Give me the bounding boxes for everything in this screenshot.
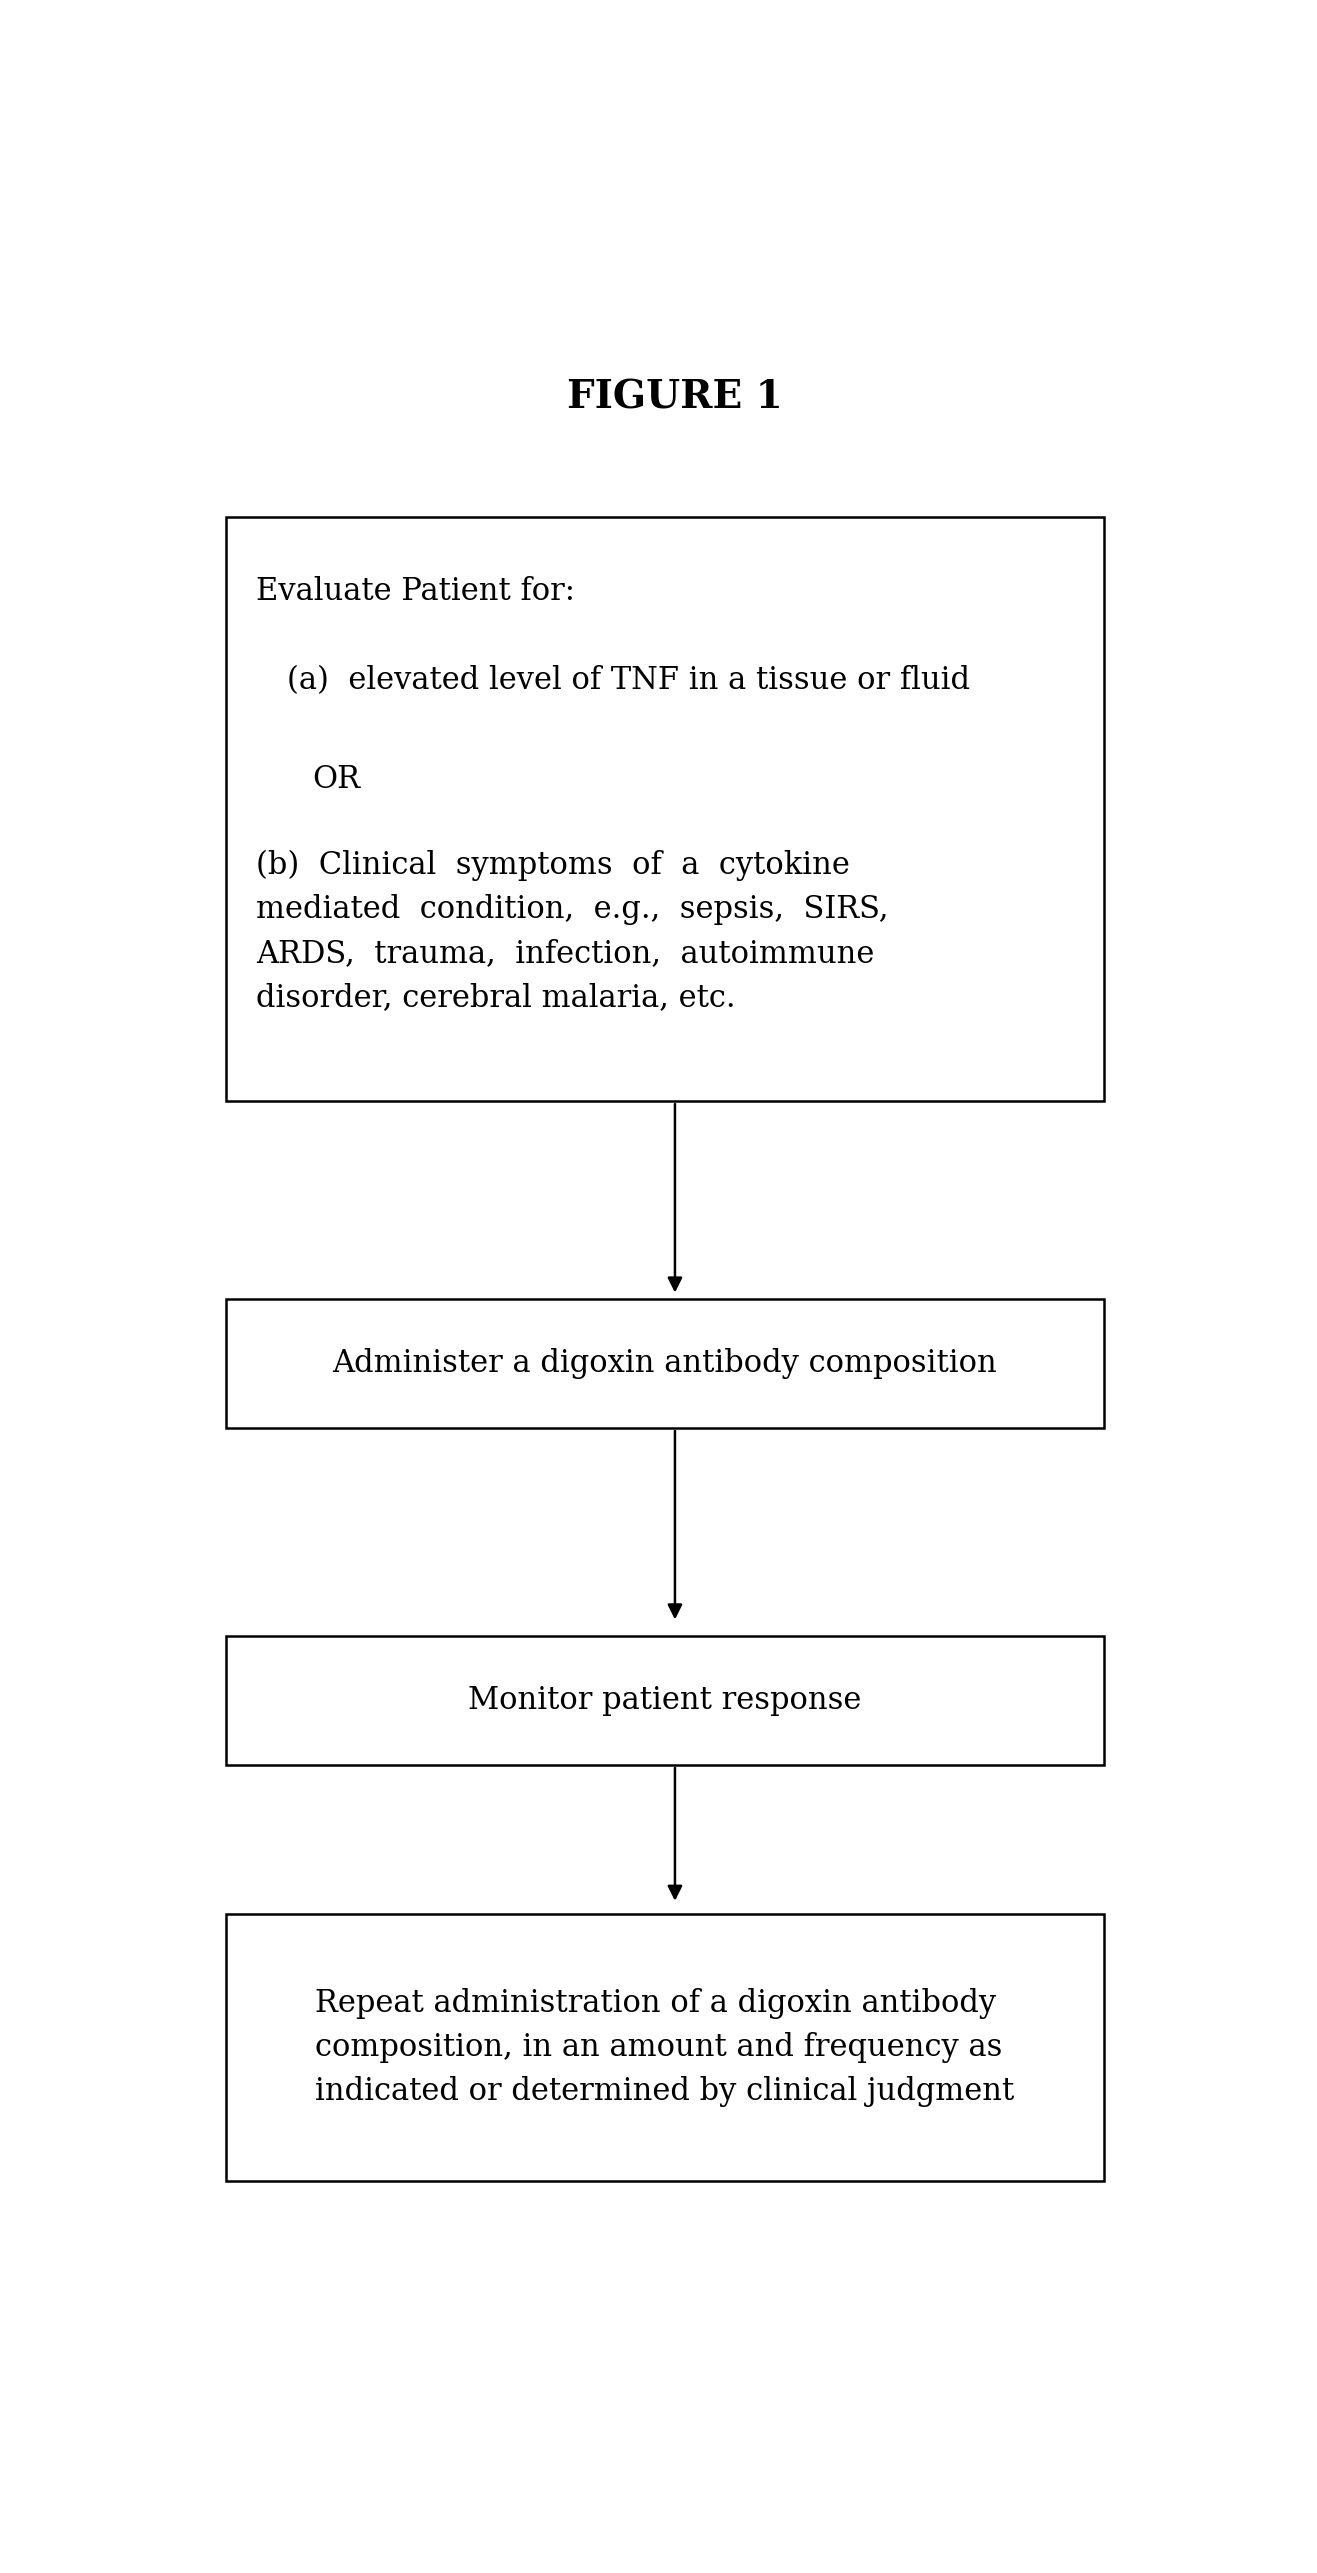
Text: Repeat administration of a digoxin antibody
composition, in an amount and freque: Repeat administration of a digoxin antib… [315,1986,1014,2107]
FancyBboxPatch shape [227,1914,1104,2182]
Text: FIGURE 1: FIGURE 1 [568,378,782,417]
Text: (a)  elevated level of TNF in a tissue or fluid: (a) elevated level of TNF in a tissue or… [287,666,971,697]
Text: OR: OR [312,764,361,795]
FancyBboxPatch shape [227,517,1104,1101]
Text: Evaluate Patient for:: Evaluate Patient for: [257,576,576,607]
Text: Administer a digoxin antibody composition: Administer a digoxin antibody compositio… [332,1348,997,1379]
FancyBboxPatch shape [227,1299,1104,1428]
FancyBboxPatch shape [227,1636,1104,1765]
Text: Monitor patient response: Monitor patient response [468,1685,861,1716]
Text: (b)  Clinical  symptoms  of  a  cytokine
mediated  condition,  e.g.,  sepsis,  S: (b) Clinical symptoms of a cytokine medi… [257,849,889,1014]
